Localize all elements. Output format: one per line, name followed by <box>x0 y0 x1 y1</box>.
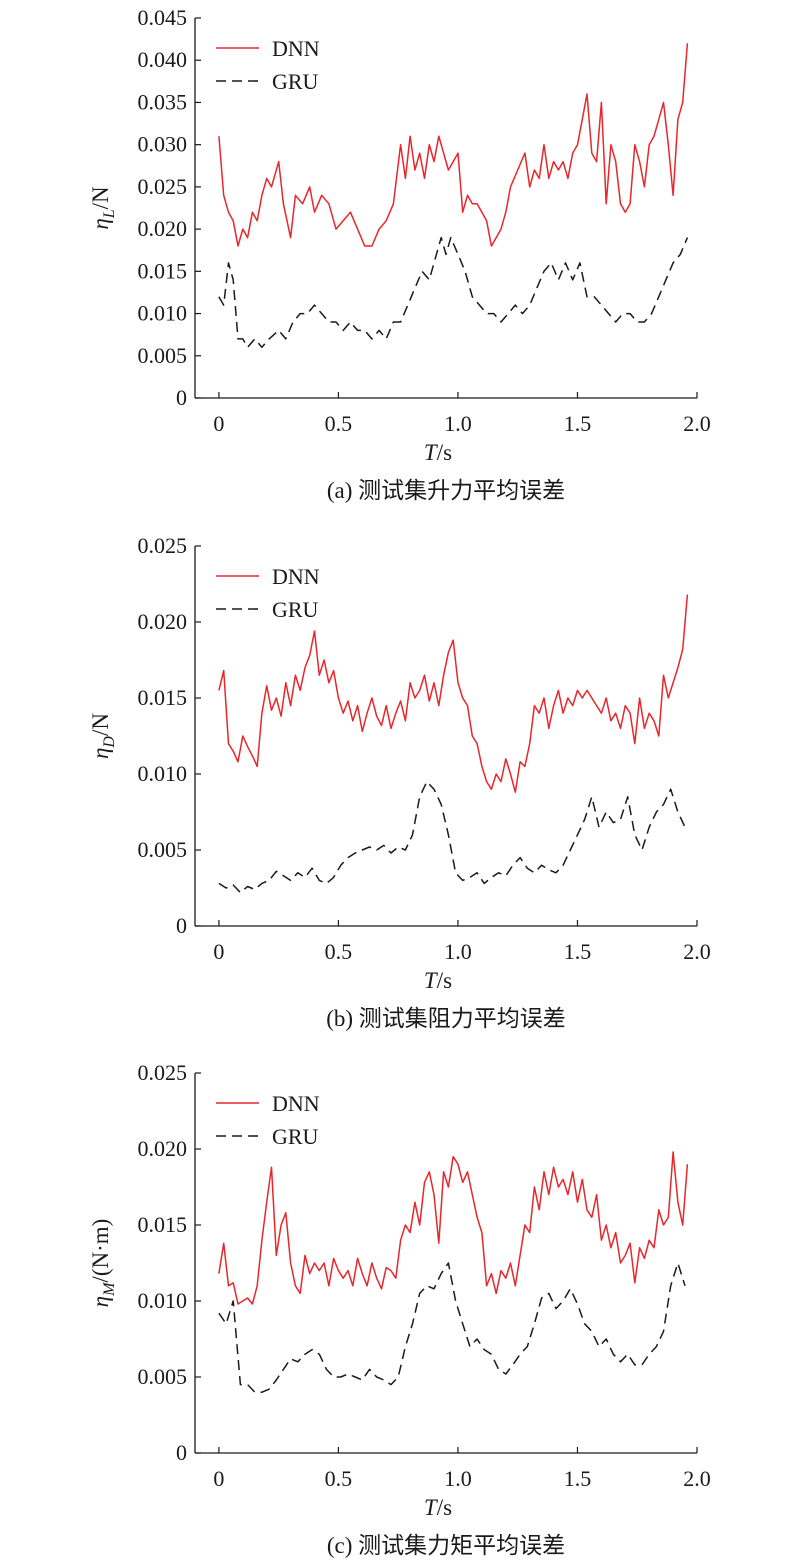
y-tick-label: 0.030 <box>138 132 188 157</box>
x-tick-label: 2.0 <box>683 939 711 964</box>
y-tick-label: 0.020 <box>138 1136 188 1161</box>
series-line-dnn <box>218 594 689 793</box>
x-tick-label: 0.5 <box>325 939 353 964</box>
y-tick-label: 0 <box>176 385 187 410</box>
series-line-gru <box>218 1262 686 1393</box>
panel-caption: (b) 测试集阻力平均误差 <box>326 1006 566 1031</box>
x-tick-label: 2.0 <box>683 411 711 436</box>
legend-label-gru: GRU <box>272 1124 319 1149</box>
x-tick-label: 2.0 <box>683 1466 711 1491</box>
x-tick-label: 0.5 <box>325 411 353 436</box>
x-tick-label: 0.5 <box>325 1466 353 1491</box>
y-tick-label: 0.005 <box>138 343 188 368</box>
y-tick-label: 0.015 <box>138 685 188 710</box>
x-tick-label: 1.5 <box>564 411 592 436</box>
y-tick-label: 0.025 <box>138 174 188 199</box>
x-tick-label: 0 <box>213 1466 224 1491</box>
legend-label-dnn: DNN <box>272 36 320 61</box>
panel-caption: (a) 测试集升力平均误差 <box>327 478 565 503</box>
legend-label-dnn: DNN <box>272 1091 320 1116</box>
series-line-dnn <box>218 43 689 247</box>
x-tick-label: 1.5 <box>564 939 592 964</box>
y-tick-label: 0.040 <box>138 47 188 72</box>
y-tick-label: 0.005 <box>138 1364 188 1389</box>
y-axis-label: ηD/N <box>88 713 118 759</box>
legend-label-gru: GRU <box>272 69 319 94</box>
x-tick-label: 1.0 <box>444 939 472 964</box>
y-tick-label: 0.010 <box>138 301 188 326</box>
y-tick-label: 0.015 <box>138 1212 188 1237</box>
panel-caption: (c) 测试集力矩平均误差 <box>327 1533 565 1558</box>
x-axis-label: T/s <box>424 968 452 993</box>
legend-label-gru: GRU <box>272 597 319 622</box>
x-axis-label: T/s <box>424 1495 452 1520</box>
y-tick-label: 0 <box>176 1440 187 1465</box>
chart-panel-1: 0 0.005 0.010 0.015 0.020 0.025 0.030 0.035 0.04… <box>88 5 711 503</box>
y-axis-label: ηM/(N·m) <box>88 1219 118 1308</box>
x-axis-label: T/s <box>424 440 452 465</box>
y-tick-label: 0.005 <box>138 837 188 862</box>
y-tick-label: 0 <box>176 913 187 938</box>
y-tick-label: 0.020 <box>138 609 188 634</box>
x-tick-label: 0 <box>213 939 224 964</box>
x-tick-label: 1.5 <box>564 1466 592 1491</box>
series-line-gru <box>218 236 689 349</box>
x-tick-label: 1.0 <box>444 411 472 436</box>
y-tick-label: 0.020 <box>138 216 188 241</box>
y-tick-label: 0.010 <box>138 1288 188 1313</box>
chart-panel-3: 0 0.005 0.010 0.015 0.020 0.025 0 0.5 1.0 1.5 2.0 D… <box>88 1060 711 1558</box>
y-tick-label: 0.015 <box>138 258 188 283</box>
y-axis-label: ηL/N <box>88 186 118 230</box>
series-line-dnn <box>218 1151 689 1305</box>
x-tick-label: 0 <box>213 411 224 436</box>
series-line-gru <box>218 780 686 894</box>
y-tick-label: 0.035 <box>138 89 188 114</box>
chart-panel-2: 0 0.005 0.010 0.015 0.020 0.025 0 0.5 1.0 1.5 2.0 D… <box>88 533 711 1031</box>
y-tick-label: 0.010 <box>138 761 188 786</box>
y-tick-label: 0.045 <box>138 5 188 30</box>
y-tick-label: 0.025 <box>138 533 188 558</box>
x-tick-label: 1.0 <box>444 1466 472 1491</box>
legend-label-dnn: DNN <box>272 564 320 589</box>
y-tick-label: 0.025 <box>138 1060 188 1085</box>
